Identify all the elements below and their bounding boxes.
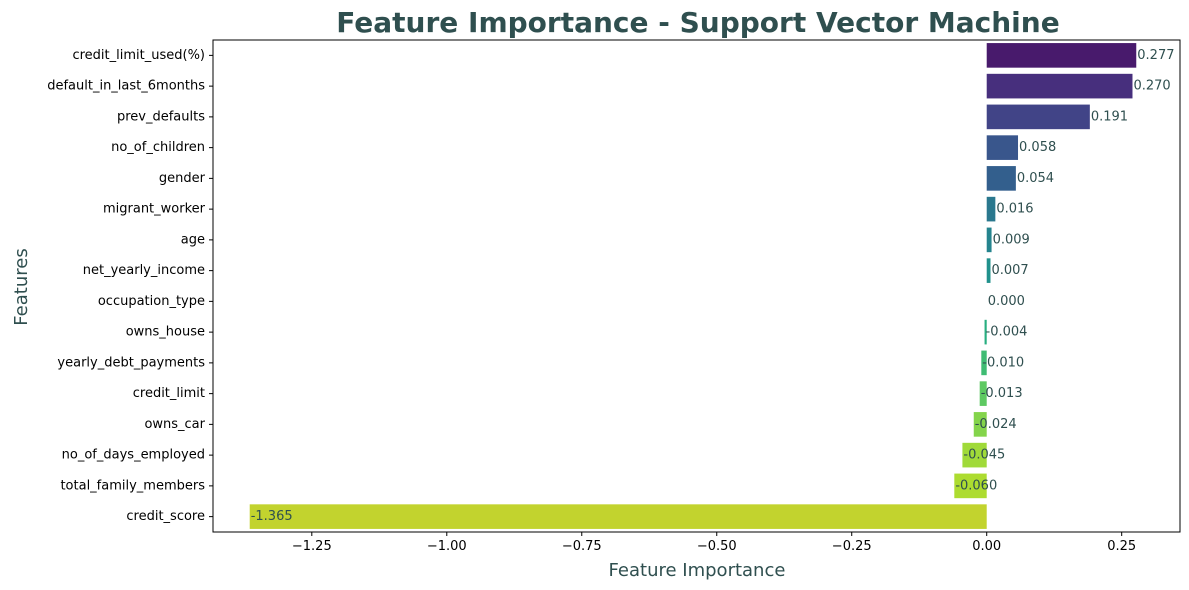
bar-owns_house bbox=[984, 319, 987, 345]
value-label: 0.058 bbox=[1019, 140, 1056, 155]
bar-gender bbox=[986, 166, 1016, 191]
x-tick-label: −0.50 bbox=[697, 539, 737, 554]
bars bbox=[249, 43, 1137, 529]
y-tick-label: credit_limit_used(%) bbox=[72, 48, 205, 63]
x-tick-label: −0.75 bbox=[562, 539, 602, 554]
x-tick-label: 0.00 bbox=[972, 539, 1001, 554]
value-label: 0.054 bbox=[1017, 171, 1054, 186]
x-tick-labels: −1.25 −1.00 −0.75 −0.50 −0.25 0.00 0.25 bbox=[292, 532, 1136, 554]
value-label: -0.010 bbox=[982, 355, 1024, 370]
x-axis-label: Feature Importance bbox=[609, 560, 786, 581]
x-tick-label: −0.25 bbox=[832, 539, 872, 554]
y-tick-label: occupation_type bbox=[98, 294, 205, 309]
y-tick-label: prev_defaults bbox=[117, 109, 205, 124]
plot-frame bbox=[212, 39, 1181, 533]
bar-credit_score bbox=[249, 504, 987, 529]
value-label: -0.045 bbox=[963, 448, 1005, 463]
y-tick-labels: credit_limit_used(%) default_in_last_6mon… bbox=[47, 48, 213, 524]
y-tick-label: gender bbox=[159, 171, 206, 186]
bar-yearly_debt_payments bbox=[981, 350, 987, 376]
bar-credit_limit bbox=[979, 381, 987, 406]
value-label: -0.060 bbox=[955, 478, 997, 493]
bar-no_of_children bbox=[986, 135, 1019, 160]
bar-prev_defaults bbox=[986, 104, 1090, 130]
x-tick-label: −1.25 bbox=[292, 539, 332, 554]
bar-credit_limit_used(%) bbox=[986, 43, 1137, 68]
y-tick-label: owns_car bbox=[144, 417, 205, 432]
bar-total_family_members bbox=[954, 473, 987, 499]
y-tick-label: total_family_members bbox=[60, 478, 205, 493]
value-label: 0.191 bbox=[1091, 109, 1128, 124]
y-tick-label: yearly_debt_payments bbox=[57, 355, 205, 370]
y-tick-label: no_of_children bbox=[111, 140, 205, 155]
y-axis-label: Features bbox=[11, 248, 32, 325]
bar-net_yearly_income bbox=[986, 258, 991, 283]
bar-owns_car bbox=[973, 412, 987, 437]
value-label: 0.016 bbox=[996, 202, 1033, 217]
value-label: -1.365 bbox=[251, 509, 293, 524]
x-tick-label: 0.25 bbox=[1107, 539, 1136, 554]
y-tick-label: credit_limit bbox=[133, 386, 205, 401]
y-tick-label: age bbox=[181, 232, 205, 247]
chart-title: Feature Importance - Support Vector Mach… bbox=[336, 6, 1059, 39]
y-tick-label: net_yearly_income bbox=[83, 263, 205, 278]
value-label: 0.009 bbox=[993, 232, 1030, 247]
y-tick-label: migrant_worker bbox=[103, 202, 206, 217]
value-label: 0.000 bbox=[988, 294, 1025, 309]
y-tick-label: no_of_days_employed bbox=[62, 448, 205, 463]
value-label: -0.024 bbox=[975, 417, 1017, 432]
y-tick-label: default_in_last_6months bbox=[47, 79, 205, 94]
x-tick-label: −1.00 bbox=[427, 539, 467, 554]
bar-no_of_days_employed bbox=[962, 442, 987, 468]
bar-age bbox=[986, 227, 992, 253]
y-tick-label: owns_house bbox=[126, 325, 205, 340]
value-label: 0.277 bbox=[1137, 48, 1174, 63]
value-label: 0.007 bbox=[991, 263, 1028, 278]
value-label: -0.013 bbox=[981, 386, 1023, 401]
y-tick-label: credit_score bbox=[126, 509, 205, 524]
bar-default_in_last_6months bbox=[986, 73, 1133, 99]
value-label: -0.004 bbox=[986, 325, 1028, 340]
value-label: 0.270 bbox=[1133, 79, 1170, 94]
value-labels: 0.277 0.270 0.191 0.058 0.054 0.016 0.009 0.007… bbox=[251, 48, 1175, 524]
bar-migrant_worker bbox=[986, 196, 996, 222]
